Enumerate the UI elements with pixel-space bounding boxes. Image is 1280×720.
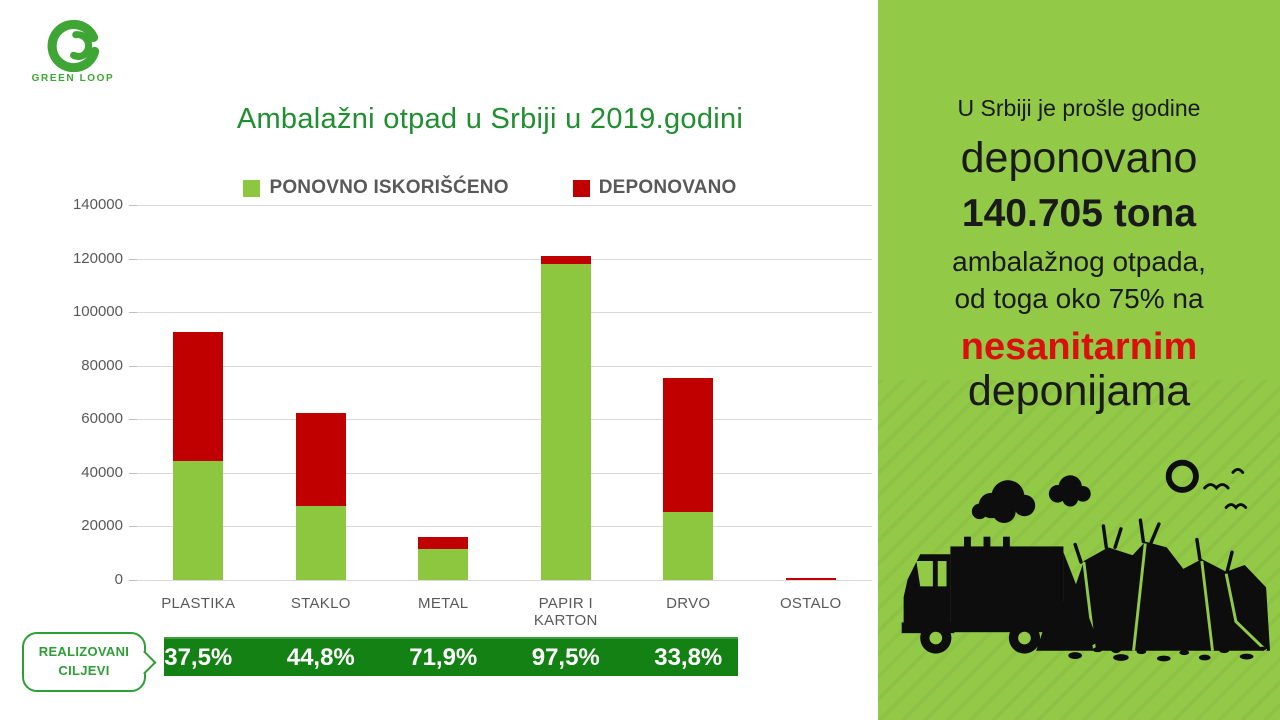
bar-segment-reused xyxy=(295,505,346,580)
bar-segment-reused xyxy=(418,549,469,580)
y-axis-tick xyxy=(129,258,137,260)
targets-callout-line2: CILJEVI xyxy=(58,663,110,678)
logo: GREEN LOOP xyxy=(28,18,118,84)
y-axis-label: 80000 xyxy=(81,356,123,374)
stacked-bar xyxy=(173,332,224,580)
x-axis-label: DRVO xyxy=(666,595,711,612)
bar-segment-landfilled xyxy=(173,332,224,461)
bar-segment-landfilled xyxy=(295,413,346,506)
gridline xyxy=(137,526,872,528)
targets-callout-line1: REALIZOVANI xyxy=(38,644,130,660)
y-axis-label: 120000 xyxy=(72,249,123,267)
y-axis-tick xyxy=(129,312,137,314)
y-axis-label: 20000 xyxy=(81,517,123,535)
panel-tonnage-value: 140.705 tona xyxy=(961,191,1197,235)
exhaust-puff-icon xyxy=(1098,629,1123,654)
garbage-truck-icon xyxy=(901,536,1123,654)
chart-legend: PONOVNO ISKORIŠĆENO DEPONOVANO xyxy=(120,177,860,199)
target-percentage: 44,8% xyxy=(286,643,355,671)
bar-column xyxy=(750,205,873,580)
bar-column xyxy=(260,205,383,580)
stacked-bar xyxy=(663,378,714,580)
gridline xyxy=(137,580,872,581)
legend-label-reused: PONOVNO ISKORIŠĆENO xyxy=(269,177,509,198)
debris-icon xyxy=(1047,643,1267,662)
bar-segment-reused xyxy=(540,264,591,580)
bar-segment-landfilled xyxy=(540,256,591,265)
stacked-bar xyxy=(540,256,591,580)
stacked-bar xyxy=(418,537,469,580)
targets-callout: REALIZOVANI CILJEVI xyxy=(22,632,157,692)
y-axis-label: 100000 xyxy=(72,303,123,321)
y-axis-label: 0 xyxy=(114,571,123,588)
bar-column xyxy=(137,205,260,580)
x-axis-label: OSTALO xyxy=(779,595,842,612)
y-axis-label: 140000 xyxy=(72,196,123,213)
y-axis-label: 40000 xyxy=(81,463,123,481)
cloud-icon xyxy=(971,480,1036,524)
bar-column xyxy=(382,205,505,580)
logo-brand: GREEN LOOP xyxy=(31,73,115,84)
y-axis-tick xyxy=(129,580,137,581)
x-axis-label: PAPIR I KARTON xyxy=(533,595,598,629)
panel-line: deponovano xyxy=(960,133,1198,182)
panel-line: od toga oko 75% na xyxy=(954,282,1204,314)
gridline xyxy=(137,312,872,314)
target-percentage: 37,5% xyxy=(164,643,233,671)
y-axis-tick xyxy=(129,472,137,474)
target-percentage: 71,9% xyxy=(409,643,478,671)
legend-item-reused: PONOVNO ISKORIŠĆENO xyxy=(243,177,508,199)
gridline xyxy=(137,258,872,260)
bar-column xyxy=(627,205,750,580)
green-loop-logo-icon xyxy=(47,19,100,72)
x-axis-label: STAKLO xyxy=(290,595,351,612)
stacked-bar xyxy=(785,577,836,580)
x-axis-label: METAL xyxy=(418,595,469,612)
legend-swatch-red-icon xyxy=(572,179,590,197)
birds-icon xyxy=(1203,468,1248,510)
y-axis-tick xyxy=(129,365,137,367)
right-panel: U Srbiji je prošle godine deponovano 140… xyxy=(878,0,1280,720)
gridline xyxy=(137,365,872,367)
gridline xyxy=(137,472,872,474)
bar-segment-landfilled xyxy=(785,577,836,580)
y-axis-label: 60000 xyxy=(81,410,123,428)
target-percentage: 97,5% xyxy=(531,643,600,671)
panel-line: deponijama xyxy=(967,366,1191,415)
y-axis-tick xyxy=(129,205,137,206)
gridline xyxy=(137,419,872,421)
legend-item-landfilled: DEPONOVANO xyxy=(572,177,737,199)
landfill-icon xyxy=(1036,518,1270,662)
bar-segment-reused xyxy=(663,511,714,580)
y-axis-tick xyxy=(129,526,137,528)
target-percentage: 33,8% xyxy=(654,643,723,671)
y-axis-tick xyxy=(129,419,137,421)
legend-label-landfilled: DEPONOVANO xyxy=(598,177,737,198)
panel-line-highlight: nesanitarnim xyxy=(960,326,1198,369)
bar-segment-landfilled xyxy=(663,378,714,512)
landfill-illustration xyxy=(901,459,1270,662)
x-axis-label: PLASTIKA xyxy=(161,595,236,612)
panel-line: U Srbiji je prošle godine xyxy=(957,95,1201,121)
chart-title: Ambalažni otpad u Srbiji u 2019.godini xyxy=(236,103,744,135)
legend-swatch-green-icon xyxy=(243,179,261,197)
bar-segment-reused xyxy=(173,460,224,580)
targets-banner: 37,5% 44,8% 71,9% 97,5% 33,8% xyxy=(164,637,738,676)
bar-column xyxy=(505,205,628,580)
sun-icon xyxy=(1165,459,1199,493)
bar-segment-landfilled xyxy=(418,537,469,550)
panel-text: U Srbiji je prošle godine deponovano 140… xyxy=(878,95,1280,415)
panel-line: ambalažnog otpada, xyxy=(952,245,1206,277)
cloud-icon xyxy=(1048,475,1091,507)
gridline xyxy=(137,205,872,206)
stacked-bar xyxy=(295,413,346,580)
